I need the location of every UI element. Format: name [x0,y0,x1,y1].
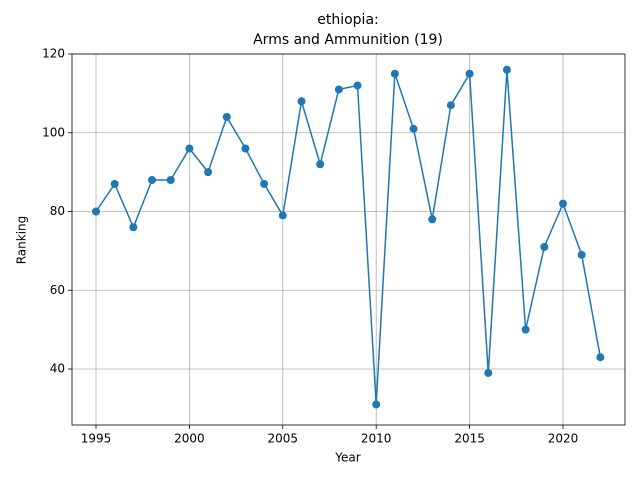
data-point [110,179,119,188]
x-tick-label: 2000 [174,432,205,446]
data-point [334,85,343,94]
x-tick-label: 2020 [548,432,579,446]
data-point [502,65,511,74]
data-point [278,211,287,220]
data-point [446,101,455,110]
y-tick-label: 60 [50,283,65,297]
y-tick-label: 80 [50,204,65,218]
y-tick-label: 40 [50,362,65,376]
data-point [372,400,381,409]
data-point [428,215,437,224]
x-tick-label: 2010 [361,432,392,446]
y-tick-label: 100 [42,125,65,139]
chart-title: ethiopia: [317,12,379,28]
data-point [222,113,231,122]
data-point [129,223,138,232]
data-point [484,368,493,377]
data-point [540,242,549,251]
x-tick-label: 2015 [454,432,485,446]
data-point [316,160,325,169]
data-point [241,144,250,153]
data-point [260,179,269,188]
x-axis-label: Year [334,451,360,465]
data-point [92,207,101,216]
data-point [353,81,362,90]
data-point [577,250,586,259]
chart-title: Arms and Ammunition (19) [253,32,443,48]
data-point [409,124,418,133]
data-point [390,69,399,78]
data-point [204,168,213,177]
plot-frame [71,53,626,426]
y-tick-label: 120 [42,47,65,61]
x-tick-label: 2005 [268,432,299,446]
data-point [596,353,605,362]
data-point [521,325,530,334]
data-point [185,144,194,153]
data-point [465,69,474,78]
data-point [558,199,567,208]
data-point [166,176,175,185]
x-tick-label: 1995 [81,432,112,446]
data-line [95,69,602,405]
y-axis-label: Ranking [15,216,29,265]
data-point [148,176,157,185]
data-point [297,97,306,106]
